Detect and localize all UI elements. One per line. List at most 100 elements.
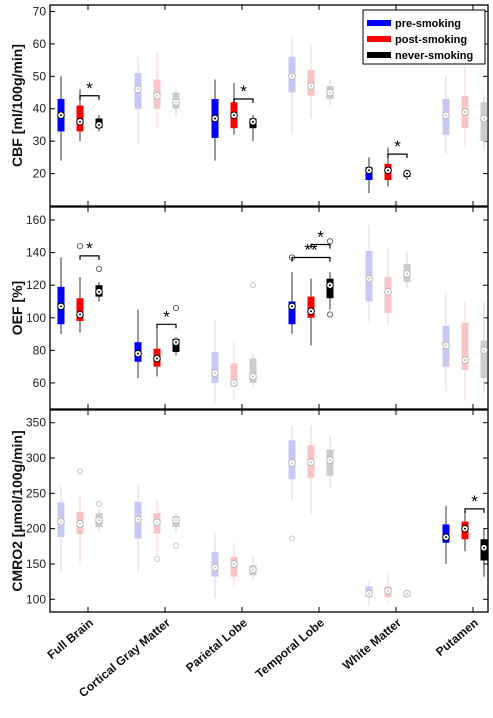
box-pre-smoking-3	[288, 37, 296, 135]
median-dot	[291, 305, 293, 308]
box-body	[76, 298, 84, 322]
legend-label: never-smoking	[395, 50, 473, 62]
box-never-smoking-2	[249, 115, 257, 142]
box-pre-smoking-2	[211, 79, 219, 161]
box-never-smoking-4	[403, 252, 411, 289]
y-tick-label: 20	[33, 167, 47, 181]
median-dot	[368, 169, 370, 172]
y-axis-title: CMRO2 [µmol/100g/min]	[9, 430, 25, 591]
box-post-smoking-4	[384, 247, 392, 325]
box-pre-smoking-0	[57, 76, 65, 161]
box-never-smoking-5	[480, 95, 488, 151]
median-dot	[329, 284, 331, 287]
box-never-smoking-2	[249, 282, 257, 387]
y-tick-label: 60	[33, 37, 47, 51]
median-dot	[406, 272, 408, 275]
box-body	[461, 322, 469, 370]
box-post-smoking-5	[461, 66, 469, 148]
median-dot	[368, 277, 370, 280]
median-dot	[214, 566, 216, 569]
median-dot	[252, 120, 254, 123]
median-dot	[387, 290, 389, 293]
significance-label: *	[86, 239, 93, 258]
box-post-smoking-1	[153, 498, 161, 563]
box-pre-smoking-1	[134, 56, 142, 145]
x-category-label: White Matter	[340, 615, 404, 672]
box-pre-smoking-1	[134, 309, 142, 379]
box-pre-smoking-0	[57, 486, 65, 572]
legend-label: pre-smoking	[395, 18, 461, 30]
box-pre-smoking-3	[288, 254, 296, 335]
median-dot	[291, 461, 293, 464]
median-dot	[60, 305, 62, 308]
median-dot	[387, 589, 389, 592]
outlier-point	[326, 311, 334, 318]
box-never-smoking-3	[326, 436, 334, 488]
median-dot	[137, 518, 139, 521]
y-tick-label: 70	[33, 4, 47, 18]
box-body	[307, 296, 315, 318]
significance-bracket: *	[387, 137, 408, 159]
box-post-smoking-2	[230, 542, 238, 587]
median-dot	[233, 114, 235, 117]
y-tick-label: 200	[26, 522, 46, 536]
significance-label: *	[240, 82, 247, 101]
median-dot	[483, 117, 485, 120]
box-post-smoking-2	[230, 82, 238, 135]
median-dot	[329, 459, 331, 462]
box-pre-smoking-4	[365, 157, 373, 194]
box-pre-smoking-0	[57, 257, 65, 335]
y-tick-label: 350	[26, 416, 46, 430]
median-dot	[233, 562, 235, 565]
median-dot	[329, 91, 331, 94]
box-never-smoking-0	[95, 265, 103, 302]
outlier-point	[153, 555, 161, 563]
box-never-smoking-2	[249, 556, 257, 580]
median-dot	[387, 169, 389, 172]
box-body	[211, 351, 219, 383]
y-tick-label: 160	[26, 213, 46, 227]
box-pre-smoking-5	[442, 293, 450, 392]
box-never-smoking-3	[326, 238, 334, 318]
y-tick-label: 30	[33, 134, 47, 148]
y-tick-label: 80	[33, 343, 47, 357]
y-tick-label: 300	[26, 451, 46, 465]
box-post-smoking-0	[76, 468, 84, 563]
outlier-point	[288, 535, 296, 542]
bracket-line	[464, 508, 485, 513]
bracket-line	[310, 243, 331, 249]
y-tick-label: 50	[33, 69, 47, 83]
box-never-smoking-3	[326, 79, 334, 106]
y-tick-label: 100	[26, 311, 46, 325]
y-axis-title: OEF [%]	[9, 281, 25, 335]
median-dot	[98, 123, 100, 126]
median-dot	[483, 349, 485, 352]
y-tick-label: 140	[26, 246, 46, 260]
bracket-line	[156, 323, 177, 329]
box-post-smoking-5	[461, 511, 469, 552]
box-post-smoking-0	[76, 242, 84, 333]
median-dot	[483, 546, 485, 549]
median-dot	[464, 110, 466, 113]
median-dot	[310, 310, 312, 313]
median-dot	[156, 357, 158, 360]
y-axis-title: CBF [ml/100g/min]	[9, 44, 25, 167]
outlier-point	[76, 468, 84, 475]
significance-label: *	[317, 227, 324, 246]
median-dot	[156, 521, 158, 524]
box-body	[288, 301, 296, 325]
x-category-label: Putamen	[433, 616, 481, 659]
median-dot	[137, 88, 139, 91]
legend: pre-smoking post-smoking never-smoking	[362, 9, 486, 65]
outlier-point	[95, 500, 103, 508]
median-dot	[445, 114, 447, 117]
median-dot	[175, 519, 177, 522]
box-pre-smoking-2	[211, 319, 219, 405]
outlier-point	[95, 265, 103, 273]
median-dot	[214, 117, 216, 120]
box-never-smoking-1	[172, 89, 180, 116]
median-dot	[175, 101, 177, 104]
